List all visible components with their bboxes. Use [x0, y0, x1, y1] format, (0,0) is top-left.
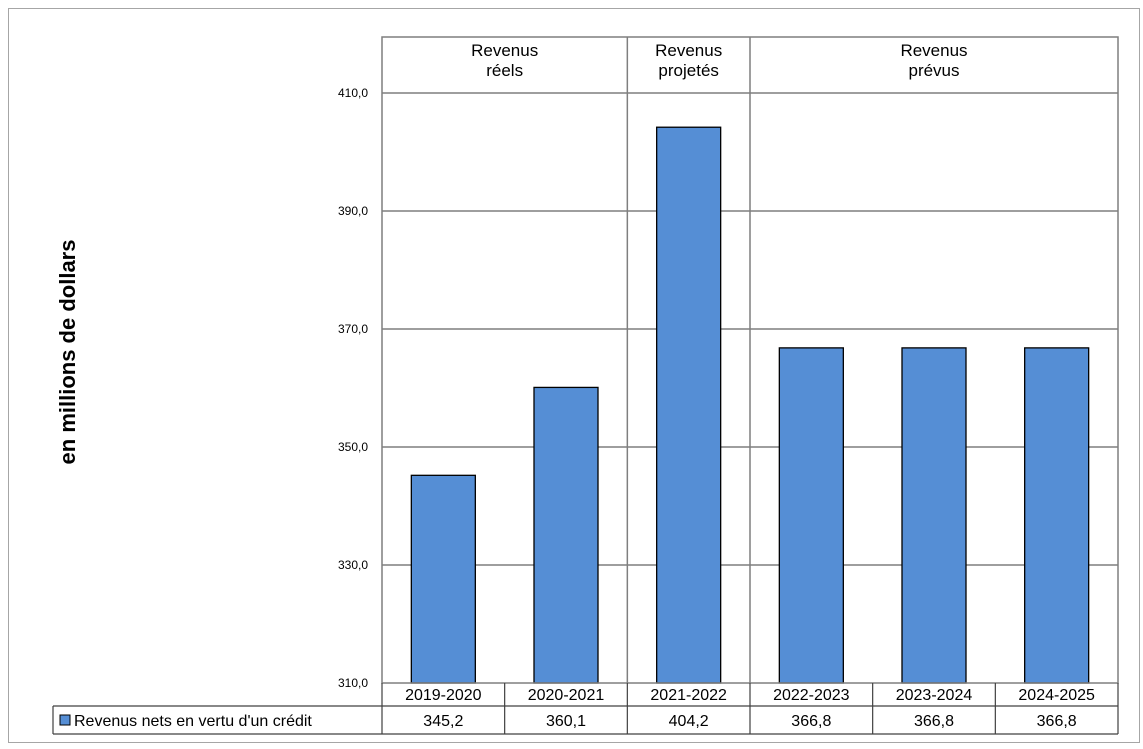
group-header-label: Revenus — [900, 41, 967, 60]
value-label: 366,8 — [1037, 713, 1077, 730]
bar-2023-2024 — [901, 347, 967, 684]
y-tick-label: 350,0 — [338, 440, 368, 454]
value-label: 345,2 — [423, 713, 463, 730]
legend-label: Revenus nets en vertu d'un crédit — [74, 713, 312, 730]
bar-2019-2020 — [410, 474, 476, 684]
category-label: 2024-2025 — [1018, 687, 1095, 704]
y-tick-label: 370,0 — [338, 322, 368, 336]
category-label: 2023-2024 — [896, 687, 973, 704]
bar-2021-2022 — [656, 126, 722, 684]
y-axis-title: en millions de dollars — [55, 240, 80, 465]
category-label: 2021-2022 — [650, 687, 727, 704]
category-label: 2020-2021 — [528, 687, 605, 704]
bar-2024-2025 — [1024, 347, 1090, 684]
y-tick-label: 310,0 — [338, 676, 368, 690]
y-tick-labels: 310,0 330,0 350,0 370,0 390,0 410,0 — [338, 86, 368, 690]
group-header-sublabel: réels — [486, 61, 523, 80]
group-header-label: Revenus — [471, 41, 538, 60]
category-label: 2022-2023 — [773, 687, 850, 704]
group-header-sublabel: projetés — [658, 61, 718, 80]
value-label: 360,1 — [546, 713, 586, 730]
category-label: 2019-2020 — [405, 687, 482, 704]
value-label: 366,8 — [914, 713, 954, 730]
bars — [410, 126, 1090, 684]
y-tick-label: 330,0 — [338, 558, 368, 572]
group-header-sublabel: prévus — [908, 61, 959, 80]
legend-swatch — [59, 714, 71, 726]
y-tick-label: 390,0 — [338, 204, 368, 218]
value-label: 366,8 — [791, 713, 831, 730]
bar-2022-2023 — [778, 347, 844, 684]
group-header-label: Revenus — [655, 41, 722, 60]
data-table: 2019-2020 345,2 2020-2021 360,1 2021-2022 404… — [52, 683, 1119, 735]
y-tick-label: 410,0 — [338, 86, 368, 100]
bar-2020-2021 — [533, 386, 599, 684]
value-label: 404,2 — [669, 713, 709, 730]
